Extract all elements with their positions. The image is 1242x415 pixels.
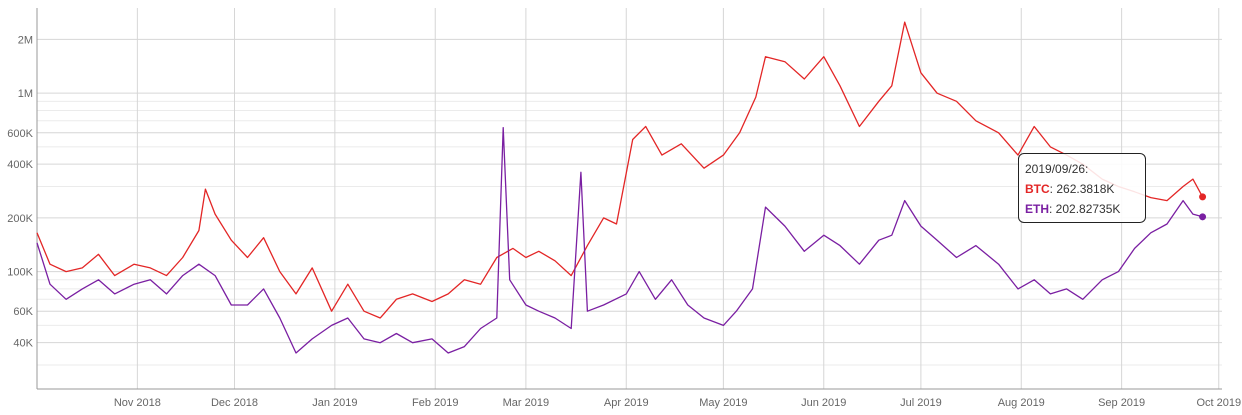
y-tick-label: 1M — [18, 88, 33, 100]
y-axis-labels: 40K 60K 100K 200K 400K 600K 1M 2M — [7, 34, 33, 349]
y-tick-label: 400K — [7, 159, 33, 171]
y-tick-label: 100K — [7, 267, 33, 279]
x-tick-label: Jan 2019 — [312, 397, 357, 409]
axes — [36, 8, 1222, 390]
x-tick-label: Feb 2019 — [412, 397, 458, 409]
x-tick-label: Oct 2019 — [1196, 397, 1241, 409]
y-tick-label: 200K — [7, 213, 33, 225]
y-tick-label: 600K — [7, 128, 33, 140]
x-tick-label: Mar 2019 — [503, 397, 549, 409]
x-tick-label: Jun 2019 — [801, 397, 846, 409]
y-tick-label: 2M — [18, 34, 33, 46]
x-tick-label: Nov 2018 — [114, 397, 161, 409]
x-tick-label: Sep 2019 — [1098, 397, 1145, 409]
series-markers — [1199, 193, 1207, 221]
x-axis-labels: Nov 2018 Dec 2018 Jan 2019 Feb 2019 Mar 2019… — [114, 397, 1241, 409]
x-tick-label: Aug 2019 — [998, 397, 1045, 409]
tooltip-eth-label: ETH — [1025, 202, 1049, 216]
tooltip-eth-value: : 202.82735K — [1049, 202, 1121, 216]
x-tick-label: Dec 2018 — [211, 397, 258, 409]
x-tick-label: May 2019 — [699, 397, 747, 409]
tooltip-date: 2019/09/26: — [1025, 162, 1089, 176]
y-tick-label: 40K — [13, 338, 33, 350]
y-tick-label: 60K — [13, 306, 33, 318]
tooltip-btc-value: : 262.3818K — [1049, 182, 1115, 196]
tooltip-btc-label: BTC — [1025, 182, 1050, 196]
series-marker-eth — [1199, 213, 1207, 221]
series-line-eth — [36, 127, 1203, 354]
x-tick-label: Jul 2019 — [900, 397, 942, 409]
tooltip-btc-row: BTC: 262.3818K — [1025, 179, 1139, 199]
hover-tooltip: 2019/09/26: BTC: 262.3818K ETH: 202.8273… — [1018, 153, 1146, 223]
tooltip-eth-row: ETH: 202.82735K — [1025, 199, 1139, 219]
series-marker-btc — [1199, 193, 1207, 201]
x-tick-label: Apr 2019 — [604, 397, 649, 409]
